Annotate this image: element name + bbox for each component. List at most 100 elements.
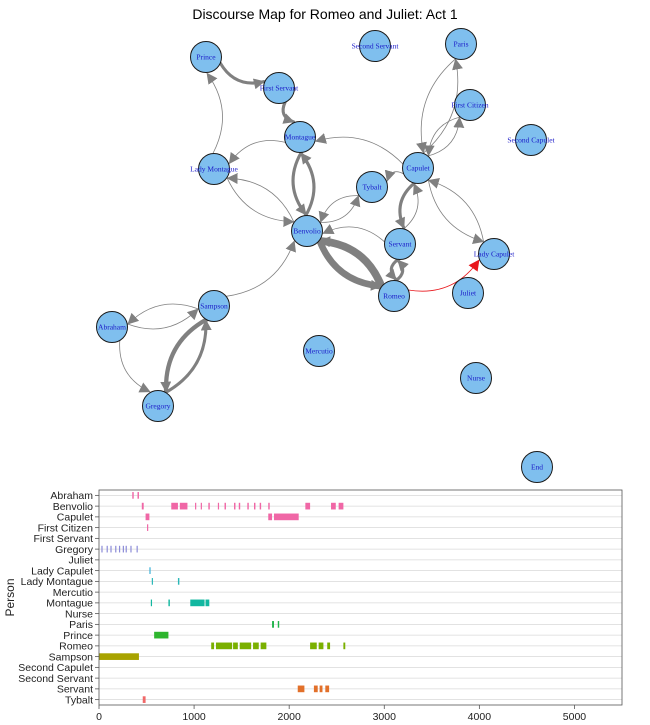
node-label: Lady Capulet xyxy=(474,250,516,259)
node-circle xyxy=(198,153,230,185)
speech-segment-abraham xyxy=(137,492,139,499)
speech-segment-benvolio xyxy=(305,502,311,510)
speech-segment-servant xyxy=(313,685,318,693)
speech-segment-first-citizen xyxy=(147,524,149,531)
edge-capulet-to-first-citizen xyxy=(427,116,465,157)
speech-segment-gregory xyxy=(118,545,121,553)
node-montague: Montague xyxy=(284,121,316,153)
node-benvolio: Benvolio xyxy=(291,215,323,247)
edge-benvolio-to-romeo xyxy=(316,237,385,291)
node-label: Montague xyxy=(285,133,316,142)
timeline-grid xyxy=(99,494,622,701)
speech-segment-abraham xyxy=(132,492,134,499)
node-label: Paris xyxy=(454,40,469,49)
node-circle xyxy=(303,335,335,367)
edge-sampson-to-gregory xyxy=(160,317,209,394)
speech-segment-benvolio xyxy=(238,502,241,510)
node-circle xyxy=(452,277,484,309)
y-tick-label-servant: Servant xyxy=(57,684,93,696)
speech-segment-montague xyxy=(205,599,210,607)
edge-romeo-to-benvolio xyxy=(316,236,386,291)
x-tick-label: 0 xyxy=(96,711,102,723)
speech-segment-paris xyxy=(272,621,274,628)
y-tick-label-first-citizen: First Citizen xyxy=(38,522,94,534)
chart-title: Discourse Map for Romeo and Juliet: Act … xyxy=(192,6,458,22)
node-label: Lady Montague xyxy=(190,165,238,174)
speech-segment-gregory xyxy=(125,545,127,553)
edge-romeo-to-lady-capulet xyxy=(407,259,480,292)
y-tick-label-nurse: Nurse xyxy=(65,608,93,620)
node-circle xyxy=(478,238,510,270)
edge-paris-to-capulet xyxy=(416,58,457,154)
edge-montague-to-lady-montague xyxy=(228,140,286,165)
speech-segment-benvolio xyxy=(234,502,236,510)
speech-segment-montague xyxy=(150,599,153,607)
speech-segment-romeo xyxy=(211,642,215,650)
edge-capulet-to-montague xyxy=(314,133,404,165)
edge-capulet-to-lady-capulet xyxy=(427,179,485,244)
node-label: Romeo xyxy=(383,292,405,301)
edge-servant-to-romeo xyxy=(385,257,400,282)
edge-tybalt-to-benvolio xyxy=(318,195,360,223)
speech-segment-sampson xyxy=(99,653,139,660)
node-label: Tybalt xyxy=(362,183,382,192)
node-first-citizen: First Citizen xyxy=(451,89,489,121)
speech-segment-montague xyxy=(190,599,205,607)
edge-lady-montague-to-benvolio xyxy=(226,177,295,227)
node-label: Nurse xyxy=(467,374,486,383)
speech-segment-romeo xyxy=(260,642,267,650)
node-romeo: Romeo xyxy=(378,280,410,312)
speech-segment-gregory xyxy=(106,545,108,553)
speech-segment-benvolio xyxy=(331,502,336,510)
edge-benvolio-to-tybalt xyxy=(319,195,361,223)
node-circle xyxy=(402,152,434,184)
node-capulet: Capulet xyxy=(402,152,434,184)
speech-segment-gregory xyxy=(101,545,103,553)
speech-segment-gregory xyxy=(130,545,132,553)
node-label: Sampson xyxy=(200,302,228,311)
speech-segment-romeo xyxy=(318,642,324,650)
edge-capulet-to-tybalt xyxy=(384,169,405,182)
edge-lady-capulet-to-capulet xyxy=(427,178,485,243)
y-tick-label-juliet: Juliet xyxy=(68,555,93,567)
speech-segment-benvolio xyxy=(338,502,344,510)
y-tick-label-second-capulet: Second Capulet xyxy=(18,662,93,674)
y-tick-label-lady-montague: Lady Montague xyxy=(21,576,94,588)
speech-segment-gregory xyxy=(115,545,117,553)
node-circle xyxy=(284,121,316,153)
timeline-bars xyxy=(99,492,346,703)
speech-segment-lady-montague xyxy=(151,578,153,585)
edge-abraham-to-gregory xyxy=(119,340,151,393)
node-circle xyxy=(198,290,230,322)
speech-segment-benvolio xyxy=(224,502,226,510)
node-circle xyxy=(445,28,477,60)
y-tick-label-romeo: Romeo xyxy=(59,641,93,653)
y-tick-label-capulet: Capulet xyxy=(57,512,93,524)
speech-segment-benvolio xyxy=(141,502,144,510)
edge-first-servant-to-montague xyxy=(281,100,296,124)
node-prince: Prince xyxy=(190,41,222,73)
y-tick-label-montague: Montague xyxy=(46,598,93,610)
speech-segment-romeo xyxy=(233,642,238,650)
y-tick-label-benvolio: Benvolio xyxy=(53,501,93,513)
node-juliet: Juliet xyxy=(452,277,484,309)
node-label: First Citizen xyxy=(451,101,489,110)
speech-segment-prince xyxy=(154,631,169,639)
x-tick-label: 3000 xyxy=(373,711,397,723)
y-tick-label-prince: Prince xyxy=(63,630,93,642)
node-circle xyxy=(515,124,547,156)
edge-sampson-to-abraham xyxy=(127,303,200,325)
edge-gregory-to-sampson xyxy=(164,318,212,395)
edge-montague-to-benvolio xyxy=(291,150,308,217)
node-circle xyxy=(384,228,416,260)
node-lady-montague: Lady Montague xyxy=(190,153,239,185)
node-paris: Paris xyxy=(445,28,477,60)
node-circle xyxy=(378,280,410,312)
node-circle xyxy=(142,390,174,422)
y-tick-label-abraham: Abraham xyxy=(50,490,93,502)
edge-lady-montague-to-prince xyxy=(206,72,223,154)
node-label: End xyxy=(531,463,543,472)
speech-segment-benvolio xyxy=(217,502,220,510)
edge-servant-to-benvolio xyxy=(322,224,385,243)
node-circle xyxy=(263,72,295,104)
